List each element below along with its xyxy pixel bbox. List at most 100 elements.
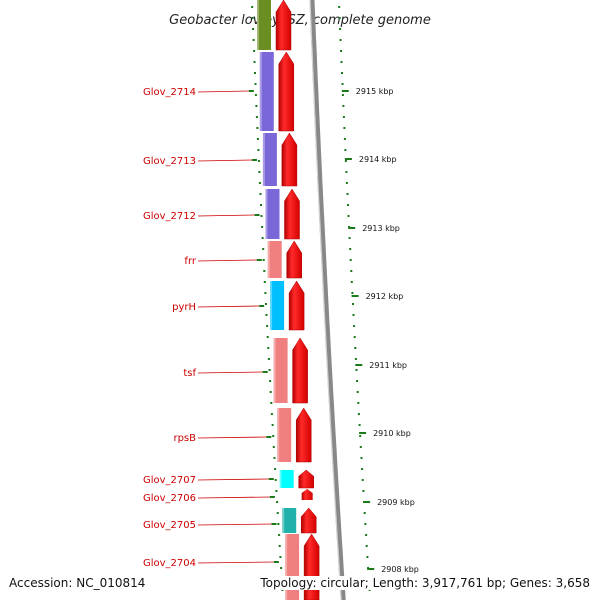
inner-dot <box>260 204 262 206</box>
gene-arrow <box>275 0 292 51</box>
gene-bar-shine <box>259 52 262 131</box>
gene-label: Glov_2713 <box>143 156 196 167</box>
inner-dot <box>256 138 259 140</box>
gene-leader-line <box>197 436 267 439</box>
gene-arrow <box>303 533 320 600</box>
outer-dot <box>364 523 367 525</box>
gene-bar <box>270 281 285 330</box>
gene-bar <box>277 408 292 462</box>
scale-label: 2910 kbp <box>373 429 411 438</box>
outer-dot <box>353 336 356 338</box>
inner-dot <box>269 391 272 393</box>
inner-dot <box>262 259 265 261</box>
inner-dot <box>268 369 271 371</box>
outer-dot <box>341 72 343 74</box>
inner-dot <box>254 72 256 74</box>
outer-dot <box>365 545 368 547</box>
gene-tick <box>254 214 260 216</box>
gene-arrow <box>281 132 298 187</box>
gene-track <box>257 0 320 600</box>
outer-dot <box>343 138 346 140</box>
gene-leader-line <box>197 371 263 374</box>
gene-bar-shine <box>267 241 270 278</box>
scale-label: 2909 kbp <box>377 498 415 507</box>
inner-dot <box>278 545 281 547</box>
inner-dot <box>276 512 279 514</box>
genome-title: Geobacter lovleyi SZ, complete genome <box>169 13 431 28</box>
outer-dot <box>344 149 347 151</box>
gene-leader-line <box>197 159 252 162</box>
gene-tick <box>266 436 272 438</box>
inner-dot <box>264 292 267 294</box>
scale-tick <box>341 90 349 92</box>
gene-leader-line <box>197 90 249 93</box>
inner-dot <box>261 237 264 239</box>
gene-tick <box>251 159 257 161</box>
inner-dot <box>271 424 274 426</box>
gene-tick <box>269 496 275 498</box>
inner-dot <box>265 314 268 316</box>
inner-dot <box>266 325 269 327</box>
inner-dot <box>257 149 260 151</box>
outer-dot <box>365 534 368 536</box>
outer-dot <box>339 39 342 41</box>
inner-dot <box>281 589 284 591</box>
outer-dot <box>349 248 352 250</box>
outer-dot <box>351 292 354 294</box>
outer-dot <box>345 171 348 173</box>
accession-text: Accession: NC_010814 <box>9 576 146 590</box>
gene-bar <box>285 534 300 600</box>
inner-dot <box>255 116 258 118</box>
gene-tick <box>273 561 279 563</box>
outer-dot <box>345 182 348 184</box>
gene-bar <box>259 52 274 131</box>
inner-dot <box>277 523 280 525</box>
inner-dot <box>256 127 259 129</box>
gene-bar-shine <box>277 408 280 462</box>
scale-label: 2915 kbp <box>356 87 394 96</box>
inner-dot <box>280 567 283 569</box>
outer-dot <box>343 127 346 129</box>
gene-tick <box>259 305 265 307</box>
inner-dot <box>263 270 266 272</box>
gene-label: Glov_2707 <box>143 475 196 486</box>
scale-label: 2911 kbp <box>369 361 407 370</box>
inner-dot <box>257 160 260 162</box>
inner-dot <box>255 105 258 107</box>
gene-bar <box>265 189 280 239</box>
gene-arrow <box>286 240 302 279</box>
gene-leader-line <box>197 305 260 308</box>
inner-dot <box>263 281 266 283</box>
outer-dot <box>363 512 366 514</box>
inner-dot <box>258 182 261 184</box>
outer-dot <box>348 237 351 239</box>
scale-tick <box>344 158 352 160</box>
gene-bar <box>257 0 271 50</box>
inner-dot <box>265 303 267 305</box>
gene-arrow <box>301 489 313 500</box>
gene-label: Glov_2704 <box>143 558 196 569</box>
gene-label: tsf <box>183 368 196 379</box>
outer-dot <box>341 83 344 85</box>
gene-label: pyrH <box>172 302 196 313</box>
gene-arrow <box>278 51 295 132</box>
outer-dot <box>359 446 362 448</box>
gene-leader-line <box>197 496 270 499</box>
outer-dot <box>356 391 359 393</box>
outer-dot <box>341 94 344 96</box>
outer-dot <box>338 6 341 8</box>
outer-dot <box>355 369 358 371</box>
gene-label: Glov_2712 <box>143 211 196 222</box>
outer-dot <box>344 160 347 162</box>
inner-dot <box>252 28 255 30</box>
inner-dot <box>262 248 265 250</box>
gene-label: rpsB <box>173 433 196 444</box>
outer-dot <box>356 380 359 382</box>
inner-dot <box>273 457 276 459</box>
outer-dot <box>342 116 345 118</box>
outer-dot <box>349 259 352 261</box>
gene-label: frr <box>184 256 196 267</box>
inner-dot <box>252 39 255 41</box>
